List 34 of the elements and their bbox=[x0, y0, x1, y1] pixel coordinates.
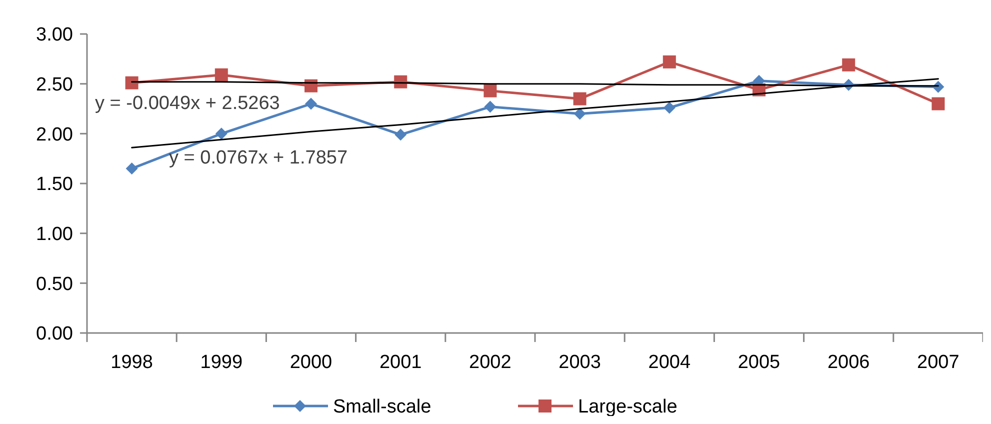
legend-label: Small-scale bbox=[333, 396, 432, 418]
y-tick-label: 2.00 bbox=[36, 124, 73, 146]
y-tick-label: 0.00 bbox=[36, 324, 73, 345]
x-tick-label: 1998 bbox=[110, 352, 153, 373]
x-tick-label: 2003 bbox=[558, 352, 601, 373]
y-tick-label: 1.50 bbox=[36, 174, 73, 196]
point bbox=[126, 162, 138, 175]
point bbox=[663, 102, 676, 114]
y-tick-label: 2.50 bbox=[36, 74, 73, 96]
x-tick-label: 2004 bbox=[648, 352, 691, 373]
annotation: y = 0.0767x + 1.7857 bbox=[169, 148, 348, 169]
point bbox=[932, 97, 945, 110]
point bbox=[394, 128, 407, 141]
point bbox=[842, 58, 856, 72]
point bbox=[573, 92, 586, 106]
y-tick-label: 3.00 bbox=[36, 24, 73, 46]
point bbox=[214, 68, 228, 82]
x-tick-label: 2006 bbox=[827, 352, 870, 373]
annotation: y = -0.0049x + 2.5263 bbox=[95, 92, 280, 114]
x-tick-label: 2000 bbox=[290, 352, 332, 373]
point bbox=[125, 76, 138, 90]
point bbox=[484, 84, 497, 98]
point bbox=[484, 100, 496, 113]
x-tick-label: 2005 bbox=[738, 352, 780, 373]
point bbox=[662, 55, 676, 68]
x-tick-label: 1999 bbox=[200, 352, 243, 373]
x-tick-label: 2002 bbox=[469, 352, 512, 373]
y-tick-label: 1.00 bbox=[36, 224, 73, 245]
point bbox=[305, 98, 317, 110]
x-tick-label: 2007 bbox=[917, 352, 960, 373]
point bbox=[215, 128, 228, 140]
point bbox=[574, 108, 586, 120]
x-tick-label: 2001 bbox=[379, 352, 422, 373]
y-tick-label: 0.50 bbox=[36, 274, 73, 295]
